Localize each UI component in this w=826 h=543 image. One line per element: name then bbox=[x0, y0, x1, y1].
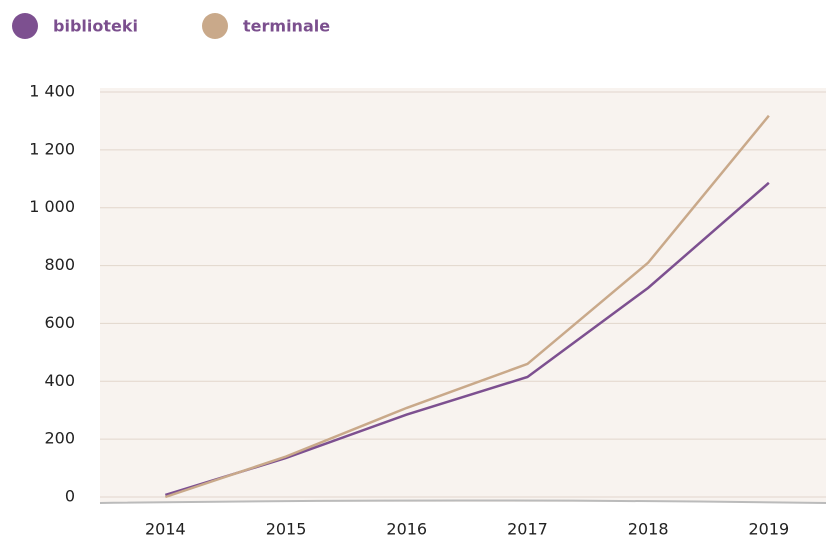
x-tick-label: 2018 bbox=[628, 520, 669, 539]
y-tick-label: 0 bbox=[65, 487, 75, 506]
plot-background bbox=[100, 88, 826, 502]
x-tick-label: 2017 bbox=[507, 520, 548, 539]
x-tick-label: 2016 bbox=[386, 520, 427, 539]
legend-marker bbox=[202, 13, 228, 39]
line bbox=[164, 114, 770, 499]
y-tick-label: 400 bbox=[44, 371, 75, 390]
legend-text: terminale bbox=[243, 17, 330, 36]
legend-text: biblioteki bbox=[53, 17, 138, 36]
x-tick-label: 2015 bbox=[266, 520, 307, 539]
baseline-shadow bbox=[99, 499, 826, 504]
y-tick-label: 800 bbox=[44, 255, 75, 274]
x-tick-label: 2014 bbox=[145, 520, 186, 539]
legend-marker bbox=[12, 13, 38, 39]
x-tick-label: 2019 bbox=[748, 520, 789, 539]
y-tick-label: 200 bbox=[44, 429, 75, 448]
y-tick-label: 600 bbox=[44, 313, 75, 332]
y-tick-label: 1 400 bbox=[29, 82, 75, 101]
y-tick-label: 1 200 bbox=[29, 139, 75, 158]
y-tick-label: 1 000 bbox=[29, 197, 75, 216]
